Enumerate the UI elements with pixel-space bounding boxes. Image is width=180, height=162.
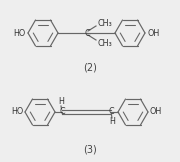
Text: C: C [108, 108, 114, 116]
Text: HO: HO [14, 29, 26, 37]
Text: (2): (2) [83, 63, 97, 73]
Text: C: C [84, 29, 90, 37]
Text: OH: OH [150, 108, 162, 116]
Text: CH₃: CH₃ [98, 18, 113, 28]
Text: C: C [59, 108, 65, 116]
Text: OH: OH [147, 29, 159, 37]
Text: H: H [58, 98, 64, 106]
Text: CH₃: CH₃ [98, 39, 113, 47]
Text: H: H [109, 117, 115, 127]
Text: HO: HO [11, 108, 23, 116]
Text: (3): (3) [83, 145, 97, 155]
